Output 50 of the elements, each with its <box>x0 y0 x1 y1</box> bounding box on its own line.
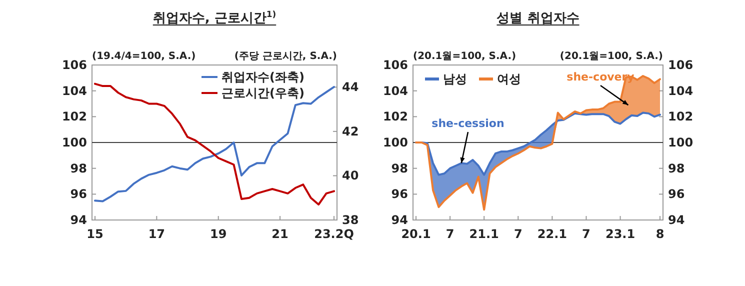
y-tick-label: 94 <box>70 213 87 227</box>
y2-tick-label: 104 <box>668 84 694 98</box>
y-tick-label: 100 <box>62 136 87 150</box>
legend-label: 남성 <box>443 72 467 86</box>
y-tick-label: 106 <box>382 58 408 72</box>
x-tick-label: 23.2Q <box>314 227 354 241</box>
y-axis-title: (19.4/4=100, S.A.) <box>92 51 196 62</box>
y-tick-label: 96 <box>391 187 408 202</box>
x-tick-label: 8 <box>656 227 664 241</box>
y-tick-label: 98 <box>391 161 408 176</box>
x-tick-label: 15 <box>86 227 104 241</box>
x-tick-label: 21 <box>272 227 288 241</box>
y2-axis-title: (주당 근로시간, S.A.) <box>234 51 337 62</box>
y-tick-label: 104 <box>62 84 87 98</box>
x-tick-label: 7 <box>446 227 454 241</box>
y2-tick-label: 100 <box>668 136 694 150</box>
x-tick-label: 7 <box>514 227 522 241</box>
x-tick-label: 21.1 <box>469 227 499 241</box>
y2-tick-label: 42 <box>342 124 359 138</box>
y2-tick-label: 98 <box>668 161 685 176</box>
annotation: she-cession <box>432 117 504 130</box>
y2-tick-label: 40 <box>342 168 359 183</box>
y-tick-label: 96 <box>70 187 87 202</box>
x-tick-label: 20.1 <box>401 227 431 241</box>
y2-tick-label: 38 <box>342 213 359 227</box>
x-tick-label: 7 <box>582 227 590 241</box>
chart-title: 취업자수, 근로시간$^{1)}$ <box>152 9 276 26</box>
y-tick-label: 100 <box>382 136 408 150</box>
y2-tick-label: 102 <box>668 110 694 124</box>
y-tick-label: 94 <box>391 213 408 227</box>
chart-title: 성별 취업자수 <box>496 11 580 26</box>
legend-label: 취업자수(좌축) <box>222 70 304 84</box>
y-tick-label: 98 <box>70 161 87 176</box>
annotation: she-covery <box>566 70 634 84</box>
legend-label: 근로시간(우축) <box>222 86 304 100</box>
y-tick-label: 102 <box>382 110 408 124</box>
y2-tick-label: 94 <box>668 213 685 227</box>
y2-tick-label: 44 <box>342 80 359 94</box>
legend-label: 여성 <box>497 72 521 86</box>
y-axis-title: (20.1월=100, S.A.) <box>413 51 516 62</box>
y-tick-label: 102 <box>62 110 87 124</box>
y2-axis-title: (20.1월=100, S.A.) <box>560 51 663 62</box>
x-tick-label: 17 <box>148 227 166 241</box>
x-tick-label: 22.1 <box>537 227 567 241</box>
y-tick-label: 106 <box>62 58 87 72</box>
x-tick-label: 19 <box>210 227 227 241</box>
y2-tick-label: 96 <box>668 187 685 202</box>
y2-tick-label: 106 <box>668 58 694 72</box>
x-tick-label: 23.1 <box>605 227 636 241</box>
y-tick-label: 104 <box>382 84 408 98</box>
